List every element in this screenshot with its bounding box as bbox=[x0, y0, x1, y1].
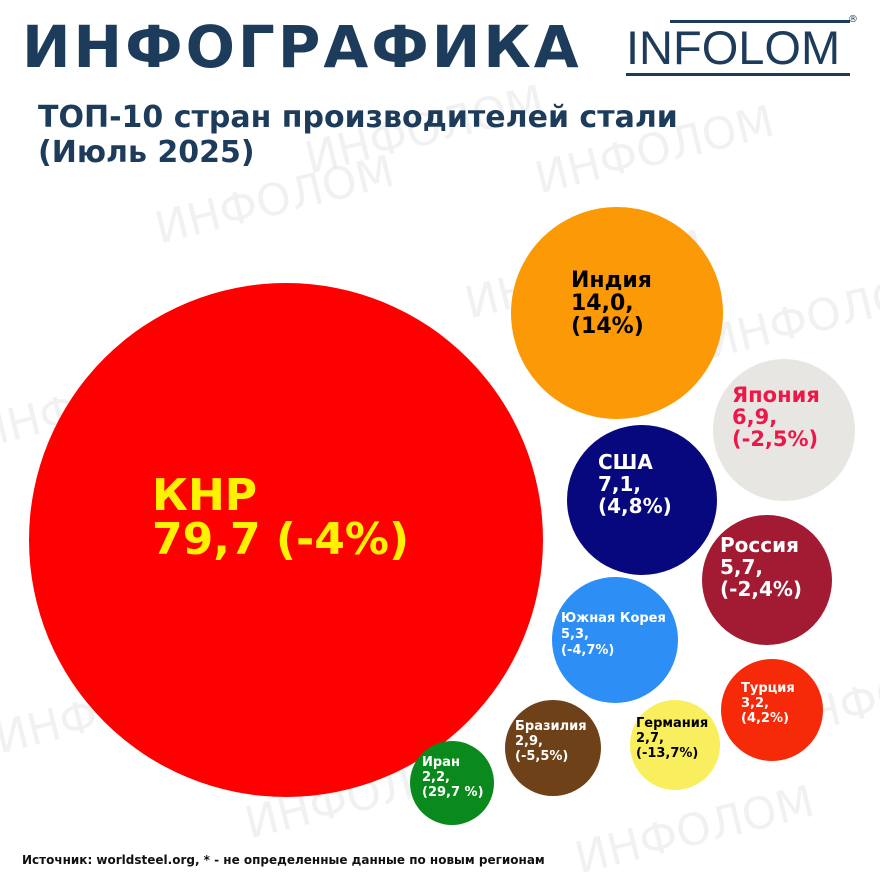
bubble-label-change: (14%) bbox=[571, 314, 644, 339]
bubble-label-value: 14,0, bbox=[571, 291, 634, 316]
bubble-label-value: 5,7, bbox=[720, 555, 763, 579]
bubble-label-name: Россия bbox=[720, 533, 799, 557]
bubble-circle bbox=[410, 741, 494, 825]
page-title: ИНФОГРАФИКА bbox=[22, 13, 582, 81]
bubble-label-change: (-13,7%) bbox=[636, 746, 698, 761]
bubble-label-name: США bbox=[598, 450, 653, 474]
bubble-label-value: 7,1, bbox=[598, 472, 641, 496]
bubble-circle bbox=[721, 659, 823, 761]
bubble-label-change: (-2,4%) bbox=[720, 577, 802, 601]
bubble-circle bbox=[511, 207, 723, 419]
bubble-label-name: КНР bbox=[152, 470, 257, 521]
bubble-circle bbox=[702, 515, 832, 645]
bubble-label-change: (4,8%) bbox=[598, 494, 672, 518]
logo-rule bbox=[670, 20, 850, 23]
subtitle-line: (Июль 2025) bbox=[38, 135, 255, 170]
bubble-label-name: Япония bbox=[732, 383, 820, 407]
bubble-label-value: 2,7, bbox=[636, 731, 664, 746]
bubble-label-name: Германия bbox=[636, 716, 708, 731]
bubble-circle bbox=[29, 283, 543, 797]
bubble-label-change: (4,2%) bbox=[741, 711, 789, 726]
bubble-label-name: Турция bbox=[741, 681, 795, 696]
bubble-label-value: 3,2, bbox=[741, 696, 769, 711]
bubble-label-change: (-5,5%) bbox=[515, 749, 568, 764]
subtitle-line: ТОП-10 стран производителей стали bbox=[38, 100, 678, 135]
bubble-label-name: Бразилия bbox=[515, 719, 587, 734]
logo-text: INFOLOM bbox=[626, 21, 841, 74]
bubble-label-value: 5,3, bbox=[561, 627, 589, 642]
bubble-label-name: Индия bbox=[571, 268, 652, 293]
bubble-label-change: (29,7 %) bbox=[422, 785, 484, 800]
source-note: Источник: worldsteel.org, * - не определ… bbox=[22, 853, 545, 867]
bubble-label-value: 2,2, bbox=[422, 770, 450, 785]
logo-rule bbox=[626, 73, 850, 76]
bubble-label-change: (-4,7%) bbox=[561, 643, 614, 658]
bubble-label-value-change: 79,7 (-4%) bbox=[152, 514, 409, 565]
bubble-label-name: Южная Корея bbox=[561, 611, 666, 626]
brand-logo: INFOLOM ® bbox=[626, 14, 858, 76]
bubble-circle bbox=[552, 577, 678, 703]
bubble-label-name: Иран bbox=[422, 755, 460, 770]
bubble-label-value: 6,9, bbox=[732, 405, 777, 429]
bubble-circle bbox=[505, 700, 601, 796]
chart-subtitle: ТОП-10 стран производителей стали (Июль … bbox=[38, 100, 678, 170]
bubble-circle bbox=[630, 700, 720, 790]
bubble-circle bbox=[567, 425, 717, 575]
bubble-label-change: (-2,5%) bbox=[732, 427, 818, 451]
bubble-circle bbox=[713, 359, 855, 501]
registered-mark-icon: ® bbox=[848, 14, 858, 25]
bubble-label-value: 2,9, bbox=[515, 734, 543, 749]
